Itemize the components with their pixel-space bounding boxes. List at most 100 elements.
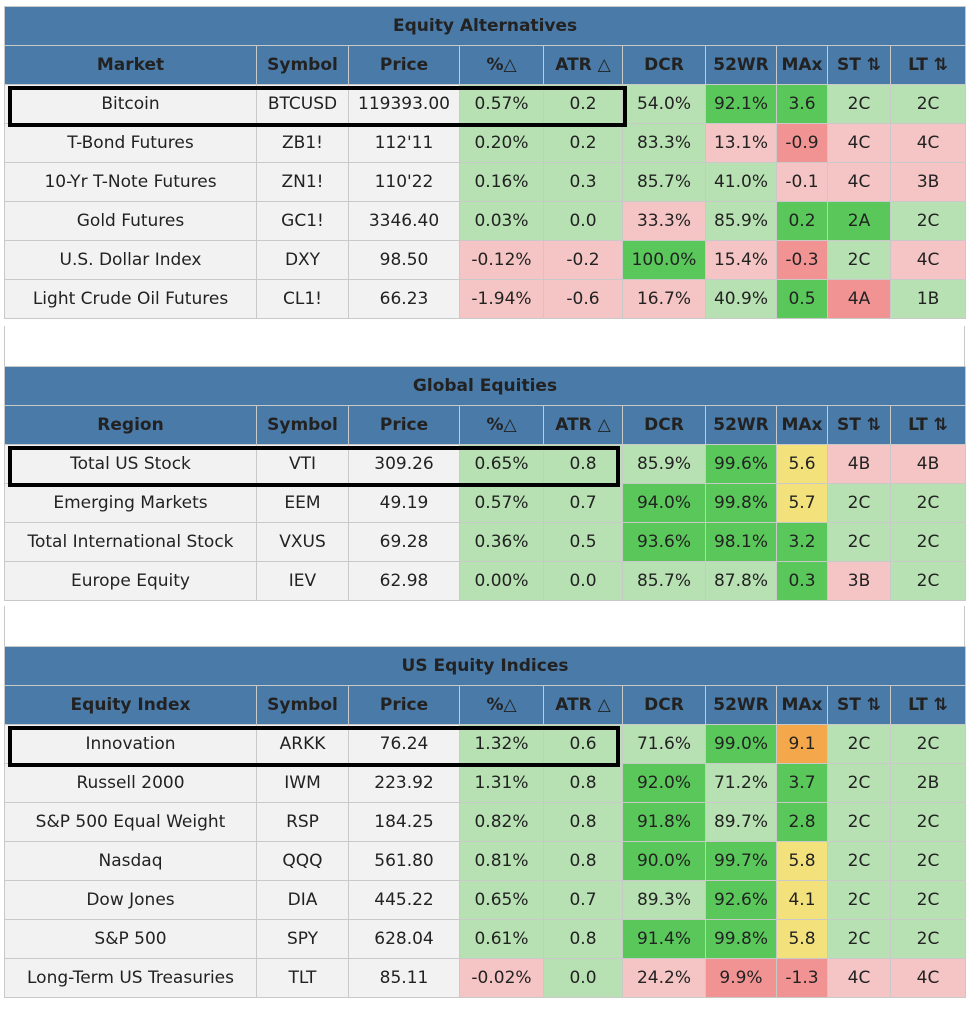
table-row[interactable]: Nasdaq QQQ 561.80 0.81% 0.8 90.0% 99.7% 5.8 2C 2C (4, 841, 966, 881)
symbol-cell[interactable]: ZN1! (256, 162, 349, 202)
column-header-lt[interactable]: LT ⇅ (889, 405, 967, 445)
price-cell: 66.23 (348, 279, 460, 319)
column-header-col3[interactable]: %△ (459, 685, 544, 725)
symbol-cell[interactable]: ZB1! (256, 123, 349, 163)
table-row[interactable]: Long-Term US Treasuries TLT 85.11 -0.02% 0.0… (4, 958, 966, 998)
column-header-price[interactable]: Price (348, 685, 460, 725)
name-cell[interactable]: Nasdaq (4, 841, 257, 881)
dcr-cell: 54.0% (622, 84, 706, 124)
column-header-max[interactable]: MAx (776, 45, 828, 85)
column-header-region[interactable]: Region (4, 405, 257, 445)
column-header-atr[interactable]: ATR △ (543, 45, 623, 85)
table-row[interactable]: Total US Stock VTI 309.26 0.65% 0.8 85.9% 99.6… (4, 444, 967, 484)
name-cell[interactable]: Innovation (4, 724, 257, 764)
column-header-st[interactable]: ST ⇅ (827, 45, 891, 85)
max-cell: 9.1 (776, 724, 828, 764)
dcr-cell: 85.9% (622, 444, 706, 484)
symbol-cell[interactable]: TLT (256, 958, 349, 998)
52wr-cell: 15.4% (705, 240, 777, 280)
column-header-st[interactable]: ST ⇅ (827, 685, 891, 725)
name-cell[interactable]: Europe Equity (4, 561, 257, 601)
column-header-symbol[interactable]: Symbol (256, 45, 349, 85)
column-header-atr[interactable]: ATR △ (543, 685, 623, 725)
symbol-cell[interactable]: ARKK (256, 724, 349, 764)
name-cell[interactable]: U.S. Dollar Index (4, 240, 257, 280)
column-header-st[interactable]: ST ⇅ (827, 405, 891, 445)
name-cell[interactable]: Russell 2000 (4, 763, 257, 803)
column-header-dcr[interactable]: DCR (622, 45, 706, 85)
table-row[interactable]: U.S. Dollar Index DXY 98.50 -0.12% -0.2 100.0… (4, 240, 967, 280)
column-header-symbol[interactable]: Symbol (256, 405, 349, 445)
table-row[interactable]: Europe Equity IEV 62.98 0.00% 0.0 85.7% 87.8% 0… (4, 561, 967, 601)
table-row[interactable]: Russell 2000 IWM 223.92 1.31% 0.8 92.0% 71.2% 3… (4, 763, 966, 803)
column-header-52wr[interactable]: 52WR (705, 45, 777, 85)
section-equity-alternatives: Equity Alternatives Market Symbol Price %△ AT… (3, 6, 967, 319)
dcr-cell: 91.8% (622, 802, 706, 842)
atr-change-cell: -0.6 (543, 279, 623, 319)
table-row[interactable]: Total International Stock VXUS 69.28 0.36% 0… (4, 522, 967, 562)
max-cell: -1.3 (776, 958, 828, 998)
table-row[interactable]: S&P 500 Equal Weight RSP 184.25 0.82% 0.8 91.… (4, 802, 966, 842)
symbol-cell[interactable]: CL1! (256, 279, 349, 319)
52wr-cell: 89.7% (705, 802, 777, 842)
name-cell[interactable]: T-Bond Futures (4, 123, 257, 163)
column-header-max[interactable]: MAx (776, 685, 828, 725)
symbol-cell[interactable]: VXUS (256, 522, 349, 562)
table-row[interactable]: Dow Jones DIA 445.22 0.65% 0.7 89.3% 92.6% 4.1 2… (4, 880, 966, 920)
name-cell[interactable]: S&P 500 Equal Weight (4, 802, 257, 842)
table-row[interactable]: S&P 500 SPY 628.04 0.61% 0.8 91.4% 99.8% 5.8 2C 2… (4, 919, 966, 959)
lt-cell: 2C (890, 919, 966, 959)
name-cell[interactable]: Bitcoin (4, 84, 257, 124)
name-cell[interactable]: Light Crude Oil Futures (4, 279, 257, 319)
column-header-dcr[interactable]: DCR (622, 405, 706, 445)
symbol-cell[interactable]: VTI (256, 444, 349, 484)
symbol-cell[interactable]: SPY (256, 919, 349, 959)
name-cell[interactable]: Dow Jones (4, 880, 257, 920)
column-header-price[interactable]: Price (348, 45, 460, 85)
name-cell[interactable]: 10-Yr T-Note Futures (4, 162, 257, 202)
symbol-cell[interactable]: BTCUSD (256, 84, 349, 124)
symbol-cell[interactable]: IEV (256, 561, 349, 601)
column-header-52wr[interactable]: 52WR (705, 405, 777, 445)
table-row[interactable]: Light Crude Oil Futures CL1! 66.23 -1.94% -0… (4, 279, 967, 319)
table-row[interactable]: T-Bond Futures ZB1! 112'11 0.20% 0.2 83.3% 13.… (4, 123, 967, 163)
table-row[interactable]: Gold Futures GC1! 3346.40 0.03% 0.0 33.3% 85.9… (4, 201, 967, 241)
column-header-atr[interactable]: ATR △ (543, 405, 623, 445)
column-header-max[interactable]: MAx (776, 405, 828, 445)
name-cell[interactable]: Total International Stock (4, 522, 257, 562)
table-row[interactable]: 10-Yr T-Note Futures ZN1! 110'22 0.16% 0.3 85… (4, 162, 967, 202)
column-header-market[interactable]: Market (4, 45, 257, 85)
column-header-symbol[interactable]: Symbol (256, 685, 349, 725)
name-cell[interactable]: Long-Term US Treasuries (4, 958, 257, 998)
column-header-lt[interactable]: LT ⇅ (889, 45, 967, 85)
symbol-cell[interactable]: RSP (256, 802, 349, 842)
symbol-cell[interactable]: GC1! (256, 201, 349, 241)
column-header-price[interactable]: Price (348, 405, 460, 445)
column-header-col3[interactable]: %△ (459, 405, 544, 445)
name-cell[interactable]: S&P 500 (4, 919, 257, 959)
name-cell[interactable]: Emerging Markets (4, 483, 257, 523)
column-header-dcr[interactable]: DCR (622, 685, 706, 725)
column-header-equity-index[interactable]: Equity Index (4, 685, 257, 725)
symbol-cell[interactable]: IWM (256, 763, 349, 803)
column-header-lt[interactable]: LT ⇅ (890, 685, 966, 725)
52wr-cell: 99.6% (705, 444, 777, 484)
name-cell[interactable]: Total US Stock (4, 444, 257, 484)
name-cell[interactable]: Gold Futures (4, 201, 257, 241)
atr-change-cell: 0.5 (543, 522, 623, 562)
price-cell: 85.11 (348, 958, 460, 998)
table-row[interactable]: Emerging Markets EEM 49.19 0.57% 0.7 94.0% 99.… (4, 483, 967, 523)
atr-change-cell: 0.3 (543, 162, 623, 202)
symbol-cell[interactable]: DXY (256, 240, 349, 280)
column-header-52wr[interactable]: 52WR (705, 685, 777, 725)
symbol-cell[interactable]: DIA (256, 880, 349, 920)
symbol-cell[interactable]: QQQ (256, 841, 349, 881)
price-cell: 445.22 (348, 880, 460, 920)
pct-change-cell: 0.36% (459, 522, 544, 562)
column-header-col3[interactable]: %△ (459, 45, 544, 85)
table-row[interactable]: Bitcoin BTCUSD 119393.00 0.57% 0.2 54.0% 92.1%… (4, 84, 967, 124)
symbol-cell[interactable]: EEM (256, 483, 349, 523)
table-row[interactable]: Innovation ARKK 76.24 1.32% 0.6 71.6% 99.0% 9.1… (4, 724, 966, 764)
atr-change-cell: 0.0 (543, 201, 623, 241)
